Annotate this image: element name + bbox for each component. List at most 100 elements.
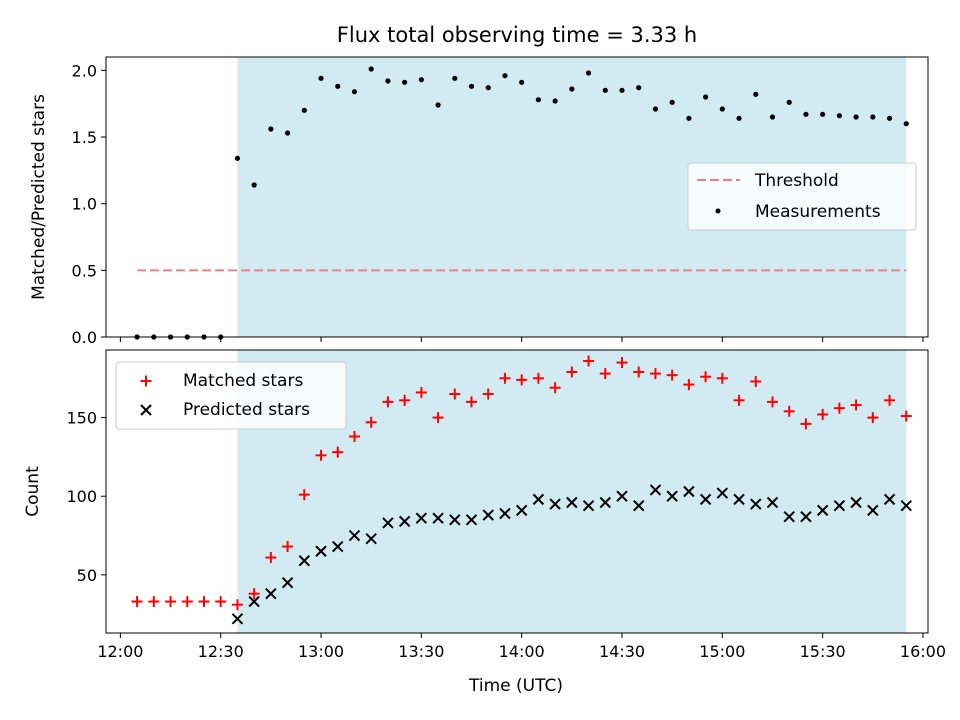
predicted-star-point <box>833 499 846 512</box>
predicted-star-point <box>382 517 394 529</box>
measurement-point <box>602 87 608 93</box>
predicted-star-point <box>566 496 578 509</box>
x-tick-label: 14:00 <box>499 642 545 661</box>
measurement-point <box>569 86 575 92</box>
ratio-panel-frame <box>105 56 929 338</box>
ratio-legend: Threshold Measurements <box>687 162 917 231</box>
predicted-star-point <box>783 510 795 523</box>
measurement-point <box>335 83 341 89</box>
matched-stars-legend-plus-icon <box>140 375 152 387</box>
predicted-star-point <box>315 545 327 557</box>
x-tick-label: 15:00 <box>699 642 745 661</box>
bot-y-tick-label: 50 <box>77 566 97 585</box>
matched-star-point <box>231 599 243 611</box>
predicted-star-point <box>265 587 277 600</box>
measurement-point <box>318 75 324 81</box>
x-tick-label: 12:30 <box>198 642 244 661</box>
predicted-star-point <box>298 554 311 567</box>
predicted-star-point <box>398 515 411 528</box>
x-tick-label: 13:30 <box>398 642 444 661</box>
measurement-point <box>502 73 508 79</box>
ratio-panel: 0.00.51.01.52.0 Matched/Predicted stars … <box>29 56 929 347</box>
predicted-star-point <box>482 509 494 521</box>
matched-star-point <box>616 357 628 369</box>
measurement-point <box>820 111 826 117</box>
matched-star-point <box>583 355 595 367</box>
matched-star-point <box>633 366 645 378</box>
top-y-tick-label: 2.0 <box>72 61 97 80</box>
matched-stars-legend-marker <box>140 375 152 387</box>
predicted-star-point <box>666 490 678 502</box>
matched-star-point <box>532 372 544 384</box>
matched-star-point <box>666 369 678 381</box>
predicted-star-point <box>900 499 912 512</box>
measurement-point <box>234 155 241 161</box>
predicted-star-point <box>281 576 294 589</box>
matched-star-point <box>449 388 461 400</box>
measurement-point <box>452 75 458 81</box>
matched-star-point <box>683 379 695 391</box>
predicted-star-point <box>633 499 645 512</box>
matched-star-point <box>766 396 778 408</box>
predicted-star-point <box>515 504 528 517</box>
ratio-panel-y-ticks: 0.0 0.5 1.0 1.5 2.0 <box>72 61 106 347</box>
matched-star-point <box>399 394 411 406</box>
legend-label-matched-stars: Matched stars <box>183 371 303 391</box>
measurement-point <box>619 87 625 93</box>
predicted-star-point <box>766 496 779 509</box>
matched-star-point <box>165 596 177 608</box>
matched-star-point <box>783 405 795 417</box>
measurement-point <box>268 126 274 132</box>
measurement-point <box>351 89 358 95</box>
predicted-stars-legend-marker <box>140 404 152 416</box>
chart-title: Flux total observing time = 3.33 h <box>337 23 697 47</box>
measurement-point <box>368 66 374 72</box>
top-y-tick-label: 1.5 <box>72 128 97 147</box>
predicted-star-point <box>699 493 712 506</box>
observing-window-bottom <box>237 350 907 633</box>
predicted-star-point <box>716 487 729 499</box>
measurement-point <box>402 79 408 85</box>
count-panel-x-ticks: 12:00 12:30 13:00 13:30 14:00 14:30 15:00 15:30… <box>97 633 946 661</box>
matched-star-point <box>499 372 511 384</box>
x-tick-label: 12:00 <box>97 642 143 661</box>
predicted-star-point <box>616 490 628 502</box>
matched-star-point <box>282 541 294 553</box>
measurement-point <box>418 77 424 83</box>
matched-star-point <box>315 449 327 461</box>
top-y-tick-label: 0.5 <box>72 261 97 280</box>
measurement-point <box>803 111 809 117</box>
predicted-star-point <box>683 485 695 498</box>
measurement-point <box>301 107 307 113</box>
matched-star-point <box>248 588 260 600</box>
x-tick-label: 13:00 <box>298 642 344 661</box>
measurement-point <box>836 113 842 119</box>
predicted-star-point <box>365 532 377 545</box>
predicted-star-point <box>750 498 762 510</box>
bot-y-tick-label: 150 <box>66 409 97 428</box>
predicted-star-point <box>415 512 428 524</box>
measurement-point <box>585 70 592 76</box>
predicted-star-point <box>332 540 344 553</box>
measurement-point <box>435 102 441 108</box>
measurement-point <box>719 106 725 112</box>
measurement-point <box>519 79 525 85</box>
matched-star-point <box>215 596 227 608</box>
predicted-star-point <box>348 529 361 542</box>
matched-star-point <box>148 596 160 608</box>
predicted-star-point <box>499 507 511 520</box>
measurement-point <box>886 115 893 121</box>
matched-star-point <box>415 386 427 398</box>
count-legend-box <box>115 361 347 430</box>
measurement-point <box>870 114 876 120</box>
matched-star-point <box>516 374 528 386</box>
predicted-star-point <box>248 595 260 608</box>
matched-star-point <box>332 446 344 458</box>
matched-star-point <box>482 388 494 400</box>
matched-star-point <box>265 552 277 564</box>
measurement-point <box>703 94 709 100</box>
top-y-tick-label: 1.0 <box>72 195 97 214</box>
predicted-star-point <box>816 504 829 517</box>
matched-star-point <box>716 372 728 384</box>
